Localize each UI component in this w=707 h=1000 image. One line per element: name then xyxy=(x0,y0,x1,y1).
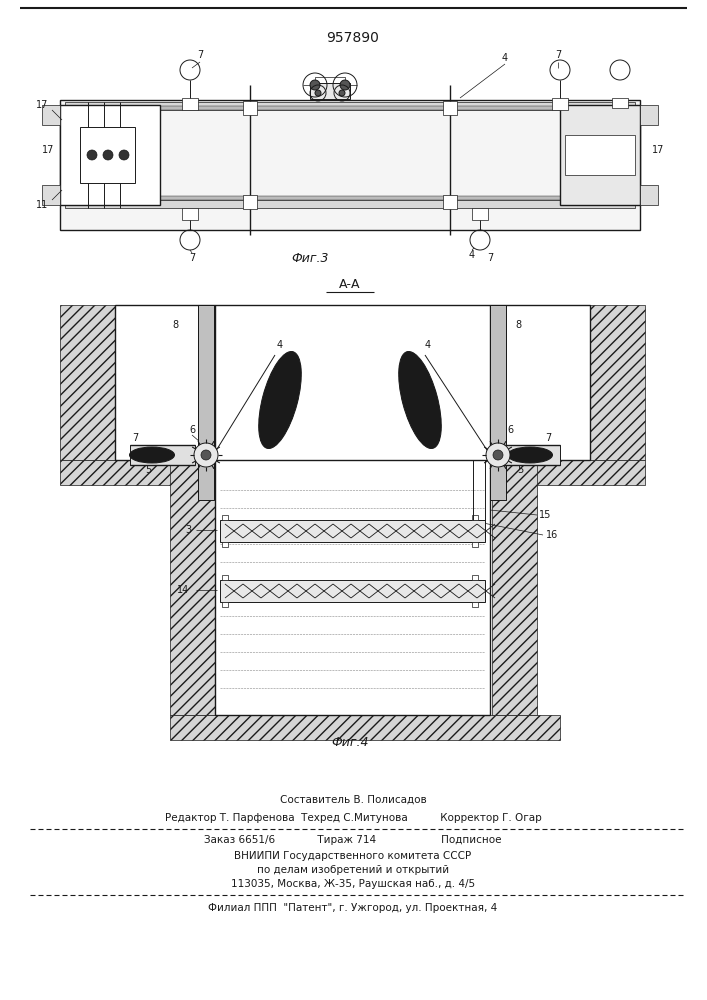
Text: 5: 5 xyxy=(517,465,523,475)
Text: 17: 17 xyxy=(42,145,54,155)
Text: 4: 4 xyxy=(502,53,508,63)
Bar xyxy=(220,580,485,602)
Bar xyxy=(60,305,115,460)
Circle shape xyxy=(87,150,97,160)
Bar xyxy=(472,515,478,520)
Text: 7: 7 xyxy=(545,433,551,443)
Bar xyxy=(60,105,160,205)
Bar xyxy=(640,105,658,125)
Text: 113035, Москва, Ж-35, Раушская наб., д. 4/5: 113035, Москва, Ж-35, Раушская наб., д. … xyxy=(231,879,475,889)
Text: 4: 4 xyxy=(469,250,475,260)
Text: 957890: 957890 xyxy=(327,31,380,45)
Bar xyxy=(60,100,640,230)
Bar xyxy=(565,135,635,175)
Text: по делам изобретений и открытий: по делам изобретений и открытий xyxy=(257,865,449,875)
Bar xyxy=(80,127,135,183)
Text: 8: 8 xyxy=(172,320,178,330)
Circle shape xyxy=(310,80,320,90)
Bar xyxy=(443,195,457,209)
Text: 4: 4 xyxy=(425,340,431,350)
Text: Редактор Т. Парфенова  Техред С.Митунова          Корректор Г. Огар: Редактор Т. Парфенова Техред С.Митунова … xyxy=(165,813,542,823)
Bar xyxy=(472,208,488,220)
Text: ВНИИПИ Государственного комитета СССР: ВНИИПИ Государственного комитета СССР xyxy=(235,851,472,861)
Text: 8: 8 xyxy=(515,320,521,330)
Text: 7: 7 xyxy=(189,253,195,263)
Text: А-А: А-А xyxy=(339,278,361,292)
Bar xyxy=(640,185,658,205)
Bar xyxy=(42,185,60,205)
Text: 7: 7 xyxy=(487,253,493,263)
Bar xyxy=(222,515,228,520)
Text: 15: 15 xyxy=(539,510,551,520)
Bar xyxy=(443,101,457,115)
Bar xyxy=(42,105,60,125)
Text: Фиг.4: Фиг.4 xyxy=(332,736,369,750)
Text: Заказ 6651/6             Тираж 714                    Подписное: Заказ 6651/6 Тираж 714 Подписное xyxy=(204,835,502,845)
Bar xyxy=(60,460,215,485)
Bar xyxy=(170,460,215,715)
Bar xyxy=(222,575,228,580)
Text: 11: 11 xyxy=(36,200,48,210)
Ellipse shape xyxy=(129,447,175,463)
Circle shape xyxy=(119,150,129,160)
Bar xyxy=(472,575,478,580)
Bar xyxy=(552,98,568,110)
Bar xyxy=(222,542,228,547)
Text: 3: 3 xyxy=(185,525,191,535)
Bar xyxy=(243,195,257,209)
Bar xyxy=(220,520,485,542)
Ellipse shape xyxy=(399,351,441,449)
Circle shape xyxy=(493,450,503,460)
Ellipse shape xyxy=(508,447,552,463)
Bar xyxy=(472,602,478,607)
Bar xyxy=(130,445,195,465)
Text: 17: 17 xyxy=(652,145,664,155)
Bar xyxy=(182,98,198,110)
Bar xyxy=(472,542,478,547)
Circle shape xyxy=(194,443,218,467)
Bar xyxy=(182,208,198,220)
Bar xyxy=(215,460,490,715)
Bar xyxy=(170,715,560,740)
Bar xyxy=(222,602,228,607)
Text: 16: 16 xyxy=(546,530,558,540)
Bar xyxy=(243,101,257,115)
Bar xyxy=(612,98,628,108)
Text: 7: 7 xyxy=(132,433,138,443)
Text: Фиг.3: Фиг.3 xyxy=(291,251,329,264)
Bar xyxy=(65,106,635,110)
Circle shape xyxy=(339,90,345,96)
Circle shape xyxy=(103,150,113,160)
Bar xyxy=(560,105,640,205)
Circle shape xyxy=(315,90,321,96)
Bar xyxy=(490,305,590,460)
Ellipse shape xyxy=(259,351,301,449)
Bar xyxy=(590,305,645,460)
Circle shape xyxy=(340,80,350,90)
Bar xyxy=(65,196,635,200)
Text: 5: 5 xyxy=(145,465,151,475)
Bar xyxy=(490,305,506,500)
Text: 6: 6 xyxy=(189,425,195,435)
Bar xyxy=(115,305,215,460)
Bar xyxy=(65,102,635,110)
Circle shape xyxy=(486,443,510,467)
Bar xyxy=(492,460,537,715)
Circle shape xyxy=(201,450,211,460)
Bar xyxy=(490,460,645,485)
Text: 7: 7 xyxy=(197,50,203,60)
Text: Составитель В. Полисадов: Составитель В. Полисадов xyxy=(280,795,426,805)
Text: 14: 14 xyxy=(177,585,189,595)
Text: 4: 4 xyxy=(277,340,283,350)
Text: Филиал ППП  "Патент", г. Ужгород, ул. Проектная, 4: Филиал ППП "Патент", г. Ужгород, ул. Про… xyxy=(209,903,498,913)
Bar xyxy=(315,77,345,93)
Bar xyxy=(65,200,635,208)
Bar xyxy=(310,83,350,99)
Text: 17: 17 xyxy=(36,100,48,110)
Bar xyxy=(495,445,560,465)
Text: 7: 7 xyxy=(555,50,561,60)
Bar xyxy=(198,305,214,500)
Text: 6: 6 xyxy=(507,425,513,435)
